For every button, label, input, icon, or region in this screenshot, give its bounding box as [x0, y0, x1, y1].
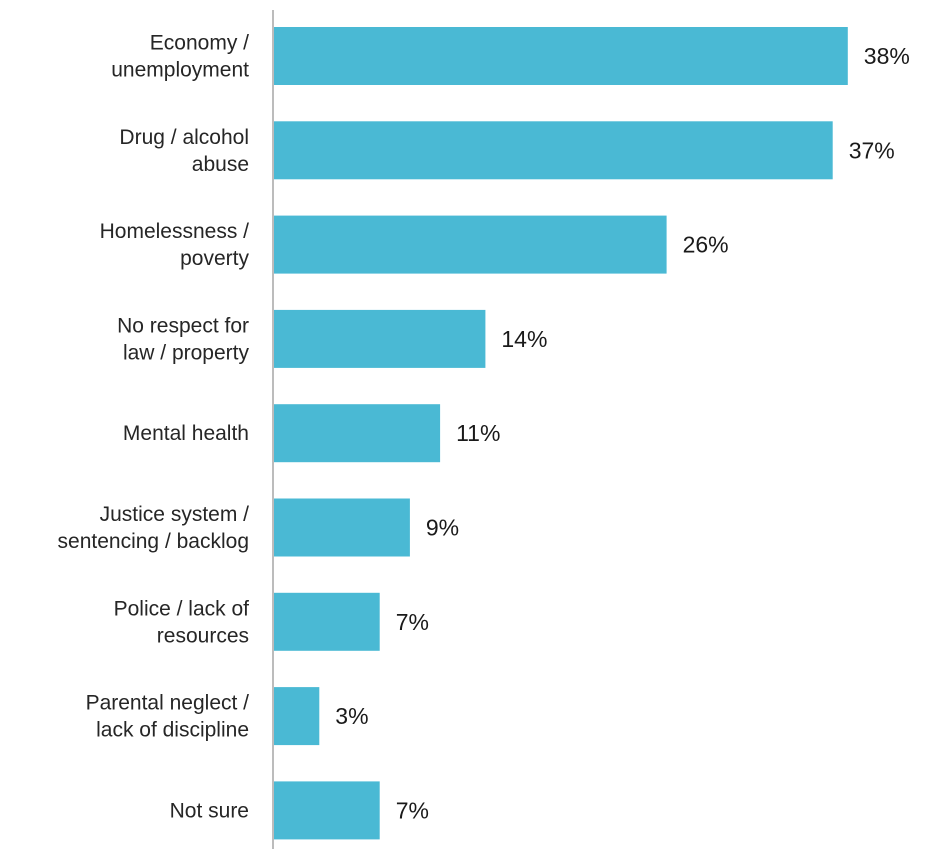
category-label-4: Mental health: [123, 422, 249, 445]
value-label-6: 7%: [396, 609, 429, 635]
value-label-0: 38%: [864, 43, 910, 69]
bar-6: [274, 592, 380, 651]
bar-8: [274, 781, 380, 840]
category-label-2: Homelessness / poverty: [100, 220, 250, 270]
category-label-line: Drug / alcohol: [119, 126, 249, 149]
bars: [274, 27, 848, 840]
category-label-line: lack of discipline: [96, 719, 249, 742]
category-label-1: Drug / alcohol abuse: [119, 126, 249, 176]
value-label-5: 9%: [426, 515, 459, 541]
category-label-0: Economy / unemployment: [111, 32, 249, 82]
category-label-5: Justice system / sentencing / backlog: [58, 503, 250, 553]
category-label-line: poverty: [180, 247, 249, 270]
category-label-3: No respect for law / property: [117, 314, 249, 364]
category-label-line: Economy /: [150, 32, 249, 55]
category-label-line: Not sure: [170, 799, 249, 822]
value-label-8: 7%: [396, 797, 429, 823]
category-label-line: unemployment: [111, 59, 249, 82]
value-label-1: 37%: [849, 137, 895, 163]
category-label-line: Mental health: [123, 422, 249, 445]
category-label-line: Parental neglect /: [86, 692, 250, 715]
category-label-line: abuse: [192, 153, 249, 176]
value-label-2: 26%: [683, 232, 729, 258]
category-label-line: resources: [157, 624, 249, 647]
category-label-8: Not sure: [170, 799, 249, 822]
bar-1: [274, 121, 833, 180]
category-label-line: law / property: [123, 341, 250, 364]
bar-4: [274, 404, 441, 463]
bar-3: [274, 309, 486, 368]
category-label-line: Police / lack of: [114, 597, 250, 620]
bar-0: [274, 27, 848, 85]
category-label-7: Parental neglect / lack of discipline: [86, 692, 250, 742]
bar-7: [274, 687, 320, 746]
bar-5: [274, 498, 410, 557]
category-label-line: Justice system /: [100, 503, 250, 526]
value-label-7: 3%: [335, 703, 368, 729]
value-label-3: 14%: [501, 326, 547, 352]
bar-2: [274, 215, 667, 274]
value-labels: 38% 37% 26% 14% 11% 9% 7% 3% 7%: [335, 43, 910, 823]
category-label-line: sentencing / backlog: [58, 530, 249, 553]
value-label-4: 11%: [456, 420, 500, 446]
category-label-6: Police / lack of resources: [114, 597, 250, 647]
category-label-line: Homelessness /: [100, 220, 250, 243]
category-labels: Economy / unemployment Drug / alcohol abuse…: [58, 32, 250, 823]
category-label-line: No respect for: [117, 314, 249, 337]
